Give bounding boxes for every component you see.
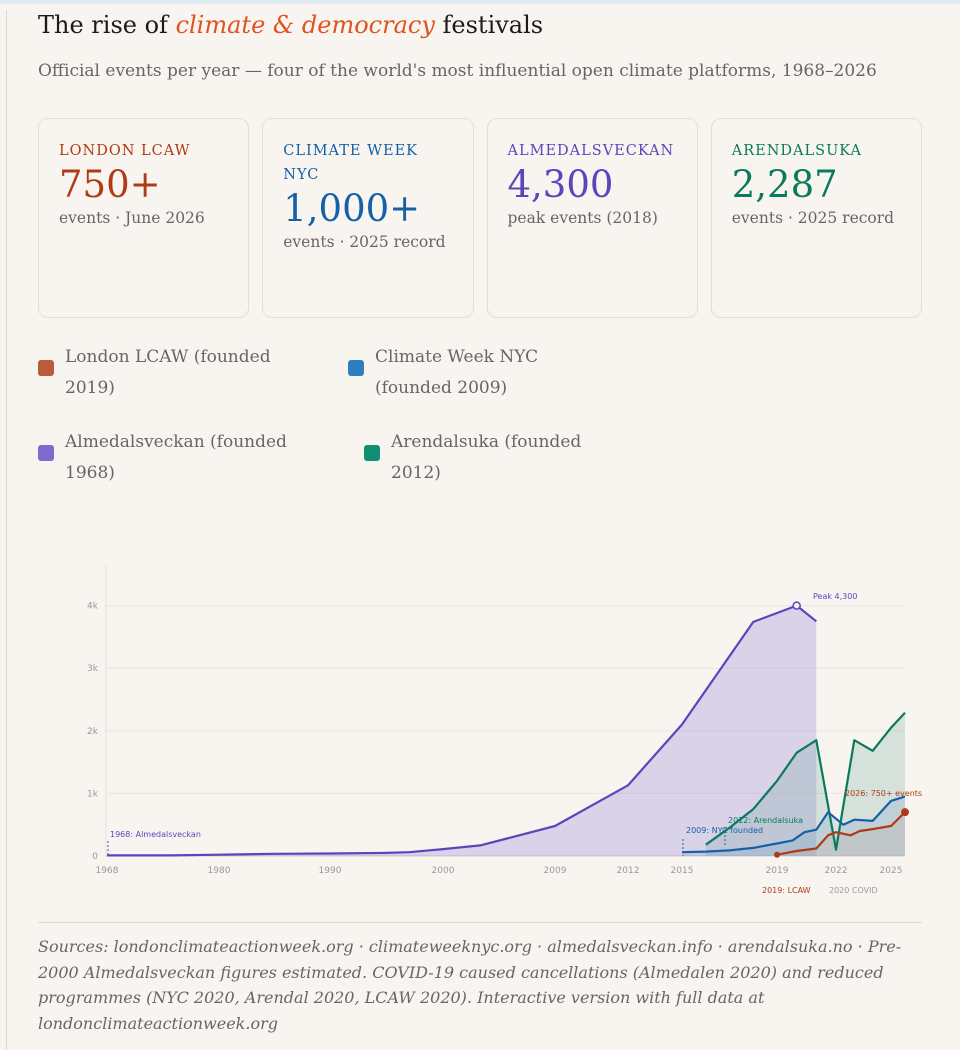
legend-item-almedalen[interactable]: Almedalsveckan (founded 1968) bbox=[38, 427, 298, 489]
x-tick-label: 1990 bbox=[319, 866, 342, 876]
card-label: Climate Week NYC bbox=[283, 143, 418, 183]
x-tick-label: 2025 bbox=[880, 866, 903, 876]
card-value: 750+ bbox=[59, 163, 161, 206]
card-note: events · June 2026 bbox=[59, 209, 205, 227]
x-tick-label: 2015 bbox=[671, 866, 694, 876]
annotation-nyc-start: 2009: NYC founded bbox=[686, 826, 763, 835]
card-value: 4,300 bbox=[507, 163, 614, 206]
card-value: 2,287 bbox=[731, 163, 838, 206]
x-tick-label: 1968 bbox=[96, 866, 119, 876]
legend-label: Climate Week NYC (founded 2009) bbox=[375, 347, 539, 398]
stat-card-arendal: Arendalsuka 2,287 events · 2025 record bbox=[710, 118, 922, 318]
legend-label: Almedalsveckan (founded 1968) bbox=[65, 432, 287, 483]
legend-swatch bbox=[364, 445, 380, 461]
line-chart-svg: 0 1k 2k 3k 4k 1968 1980 1990 2000 2009 2012 2015 201… bbox=[87, 565, 922, 895]
stat-card-nyc: Climate Week NYC 1,000+ events · 2025 re… bbox=[262, 118, 474, 318]
legend-swatch bbox=[348, 360, 364, 376]
y-tick-label: 1k bbox=[87, 789, 99, 799]
x-tick-label: 2012 bbox=[617, 866, 640, 876]
divider bbox=[38, 922, 922, 923]
series-line bbox=[705, 712, 906, 851]
page: The rise of climate & democracy festival… bbox=[0, 10, 960, 1050]
annotation-lcaw-start: 2019: LCAW bbox=[762, 886, 811, 895]
card-value: 1,000+ bbox=[283, 187, 421, 230]
x-tick-label: 2019 bbox=[766, 866, 789, 876]
y-tick-label: 0 bbox=[92, 852, 98, 862]
annotation-lcaw-2026: 2026: 750+ events bbox=[845, 789, 922, 798]
annotation-covid: 2020 COVID bbox=[829, 886, 878, 895]
chart: 0 1k 2k 3k 4k 1968 1980 1990 2000 2009 2012 2015 201… bbox=[0, 565, 960, 910]
annotation-peak: Peak 4,300 bbox=[813, 592, 857, 601]
stat-cards: London LCAW 750+ events · June 2026 Clim… bbox=[38, 118, 922, 318]
page-subtitle: Official events per year — four of the w… bbox=[38, 61, 877, 81]
card-label: Almedalsveckan bbox=[507, 143, 675, 159]
card-label: Arendalsuka bbox=[731, 143, 863, 159]
legend-label: London LCAW (founded 2019) bbox=[65, 347, 271, 398]
legend-swatch bbox=[38, 445, 54, 461]
y-tick-label: 4k bbox=[87, 602, 99, 612]
series-line bbox=[776, 811, 906, 856]
legend-item-nyc[interactable]: Climate Week NYC (founded 2009) bbox=[348, 342, 608, 404]
x-tick-label: 1980 bbox=[208, 866, 231, 876]
stat-card-almedalen: Almedalsveckan 4,300 peak events (2018) bbox=[486, 118, 698, 318]
series-area bbox=[682, 796, 905, 856]
series-line bbox=[107, 604, 817, 857]
x-tick-label: 2000 bbox=[432, 866, 455, 876]
annotation-alm-start: 1968: Almedalsveckan bbox=[110, 830, 201, 839]
legend-swatch bbox=[38, 360, 54, 376]
legend-item-arendal[interactable]: Arendalsuka (founded 2012) bbox=[364, 427, 624, 489]
stat-card-lcaw: London LCAW 750+ events · June 2026 bbox=[38, 118, 250, 318]
lcaw-start-marker bbox=[774, 851, 780, 858]
series-line bbox=[681, 795, 906, 854]
legend-label: Arendalsuka (founded 2012) bbox=[391, 432, 582, 483]
annotation-are-start: 2012: Arendalsuka bbox=[728, 816, 803, 825]
title-prefix: The rise of bbox=[38, 11, 176, 39]
series-area bbox=[107, 605, 817, 856]
card-note: events · 2025 record bbox=[731, 209, 895, 227]
title-highlight: climate & democracy bbox=[175, 11, 435, 39]
card-note: events · 2025 record bbox=[283, 233, 446, 251]
title-suffix: festivals bbox=[434, 11, 544, 39]
y-tick-label: 3k bbox=[87, 664, 99, 674]
x-tick-label: 2022 bbox=[825, 866, 848, 876]
sources-note: Sources: londonclimateactionweek.org · c… bbox=[38, 937, 902, 1033]
lcaw-2026-marker bbox=[901, 808, 909, 817]
peak-marker bbox=[792, 601, 801, 610]
y-tick-label: 2k bbox=[87, 727, 99, 737]
page-title: The rise of climate & democracy festival… bbox=[38, 10, 922, 40]
card-note: peak events (2018) bbox=[507, 209, 658, 227]
legend-item-lcaw[interactable]: London LCAW (founded 2019) bbox=[38, 342, 298, 404]
frame-border bbox=[6, 10, 7, 1050]
chart-legend: London LCAW (founded 2019) Climate Week … bbox=[38, 342, 922, 542]
card-label: London LCAW bbox=[59, 143, 191, 159]
x-tick-label: 2009 bbox=[544, 866, 567, 876]
